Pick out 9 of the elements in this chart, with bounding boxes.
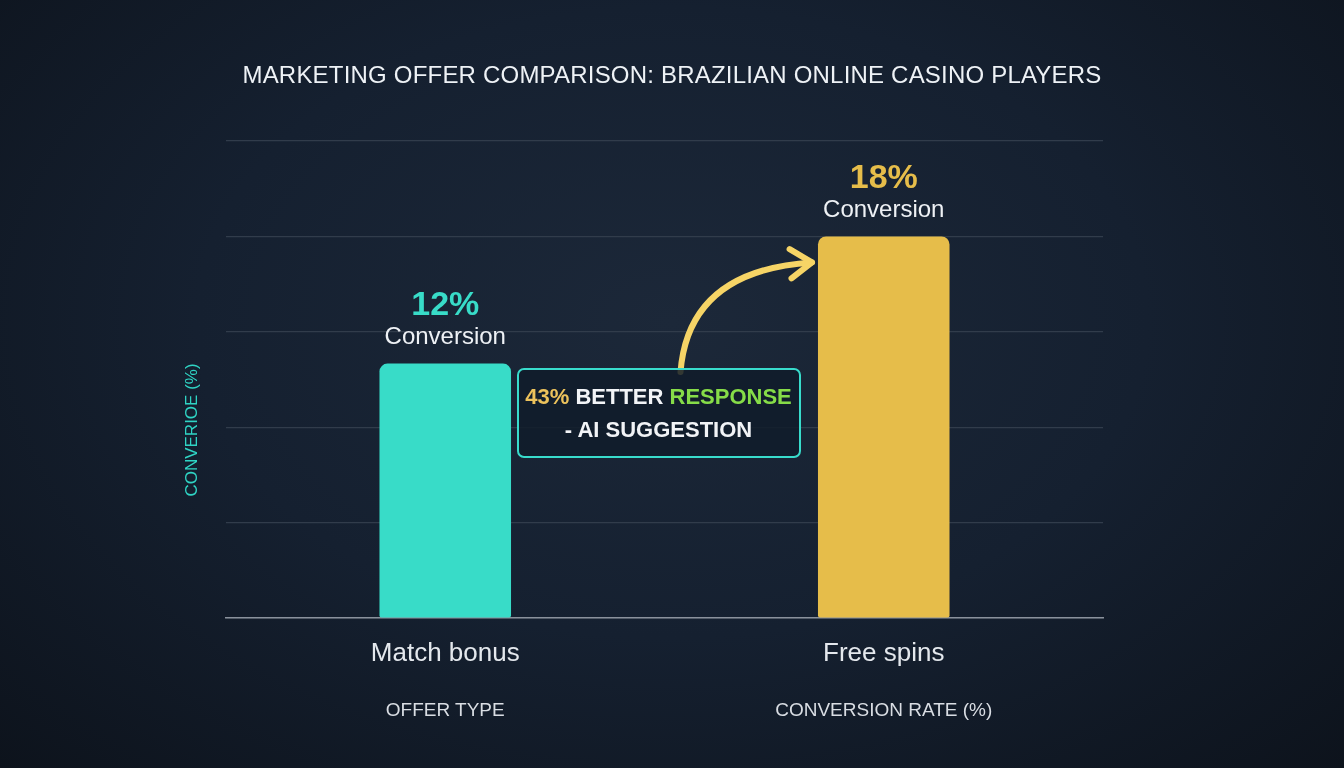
x-tick-label: Free spins: [823, 636, 945, 667]
chart-title: MARKETING OFFER COMPARISON: BRAZILIAN ONLINE CASINO PLAYERS: [242, 61, 1102, 89]
y-axis-title: CONVERIOE (%): [182, 363, 202, 497]
text: 43% BETTER RESPONSE - AI SUGGESTION: [525, 384, 792, 442]
data-label: 18% Conversion: [823, 156, 945, 223]
data-label: 12% Conversion: [384, 283, 506, 350]
x-axis-title: OFFER TYPE: [385, 699, 505, 721]
text: CONVERSION RATE (%): [775, 699, 993, 721]
x-tick-label: Match bonus: [370, 636, 520, 667]
